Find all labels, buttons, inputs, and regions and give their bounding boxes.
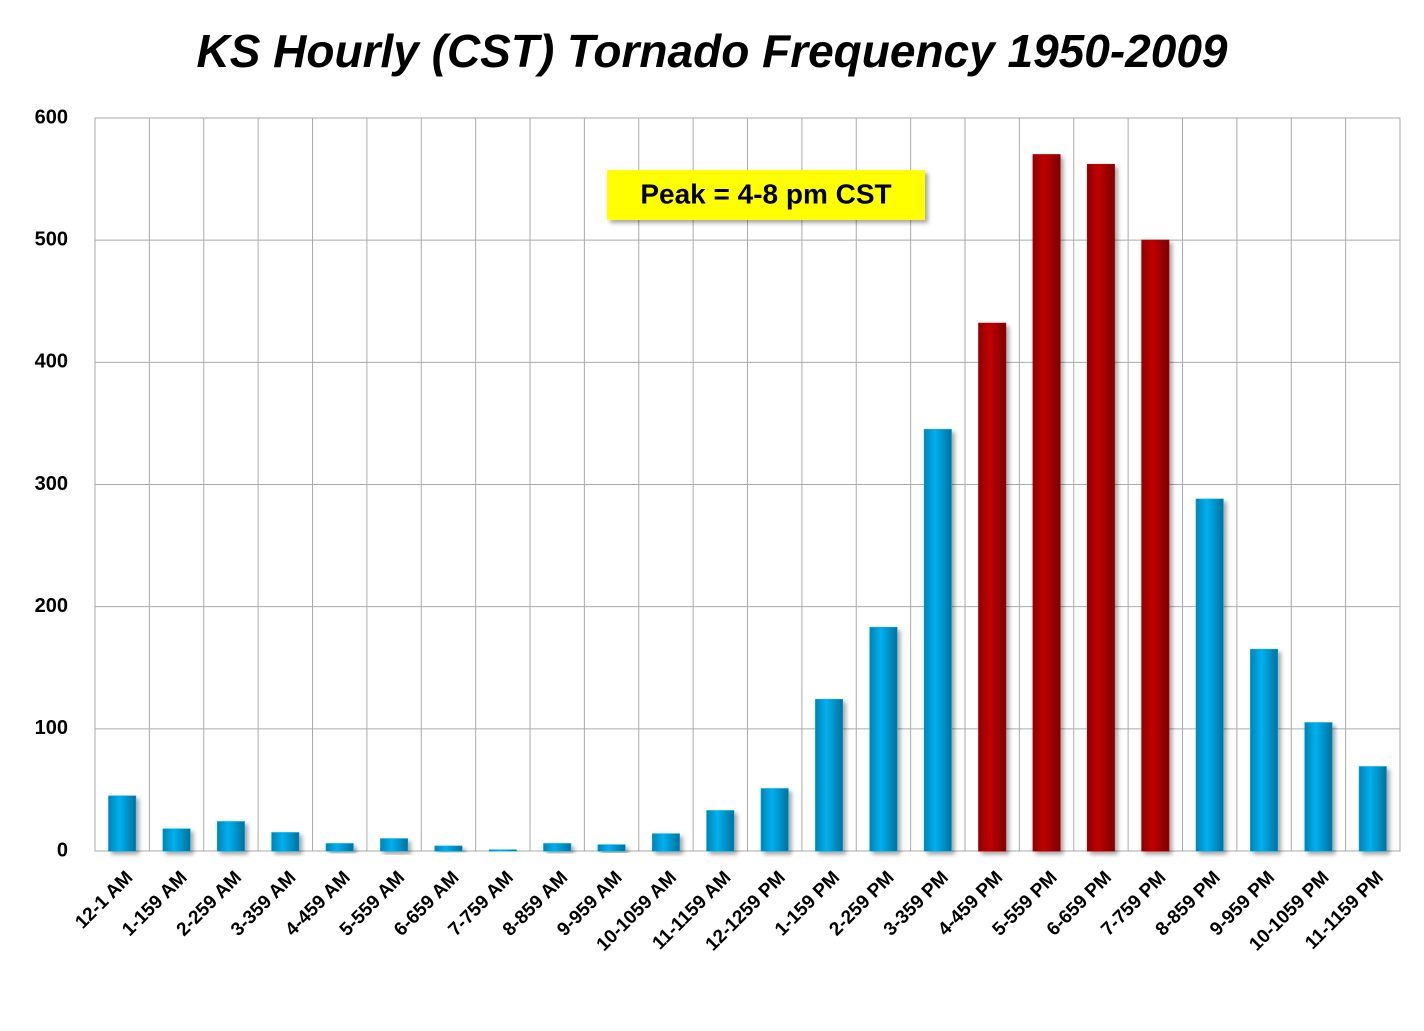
bar-shading: [598, 844, 626, 851]
bar-shading: [1033, 154, 1061, 851]
bar-shading: [489, 849, 517, 851]
y-tick-label: 400: [35, 351, 68, 373]
bar-shading: [163, 829, 191, 851]
bar-shading: [1196, 499, 1224, 851]
bar-shading: [815, 699, 843, 851]
bar-shading: [543, 843, 571, 851]
bar-shading: [1087, 164, 1115, 851]
bar-shading: [869, 627, 897, 851]
bar-shading: [217, 821, 245, 851]
annotation-box: [607, 170, 925, 220]
bar-shading: [271, 832, 299, 851]
bar-shading: [706, 810, 734, 851]
y-tick-label: 0: [57, 839, 68, 861]
bar-shading: [652, 833, 680, 851]
y-tick-label: 600: [35, 106, 68, 128]
bar-shading: [761, 788, 789, 851]
bar-shading: [434, 846, 462, 851]
y-tick-label: 500: [35, 228, 68, 250]
bar-shading: [978, 323, 1006, 851]
y-tick-label: 200: [35, 595, 68, 617]
bar-shading: [1141, 240, 1169, 851]
chart-title: KS Hourly (CST) Tornado Frequency 1950-2…: [196, 25, 1227, 77]
bar-shading: [108, 796, 136, 851]
bar-shading: [924, 429, 952, 851]
bar-shading: [1304, 722, 1332, 851]
y-tick-label: 300: [35, 473, 68, 495]
bar-shading: [380, 838, 408, 851]
y-tick-label: 100: [35, 717, 68, 739]
bar-shading: [1250, 649, 1278, 851]
annotation: Peak = 4-8 pm CST: [640, 178, 891, 209]
bar-shading: [326, 843, 354, 851]
bar-shading: [1359, 766, 1387, 851]
